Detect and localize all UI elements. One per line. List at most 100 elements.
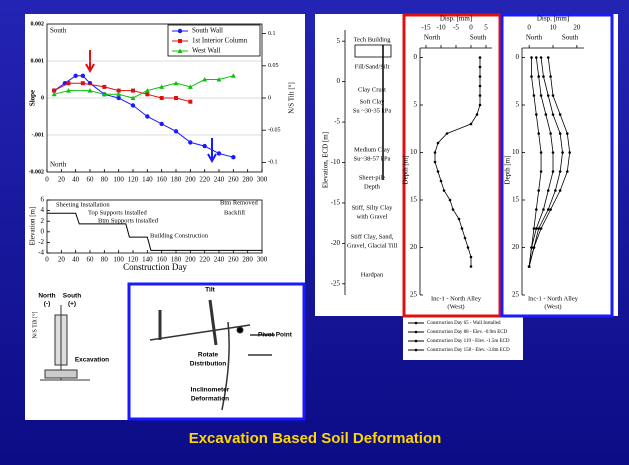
- legend-label: 1st Interior Column: [192, 37, 248, 45]
- x-tick-label: 140: [142, 176, 153, 184]
- marker: [457, 217, 461, 221]
- layer-label: Fill/Sand/Silt: [355, 63, 390, 70]
- layer-label: Tech Building: [354, 36, 392, 43]
- marker: [549, 208, 552, 211]
- y-tick-label: 4: [41, 206, 45, 214]
- y2-tick-label: -0.05: [268, 128, 281, 134]
- x-tick-label: 60: [87, 176, 95, 184]
- marker: [478, 103, 482, 107]
- y-tick-label: 15: [410, 196, 418, 204]
- marker: [551, 94, 555, 97]
- x-tick-label: 160: [156, 176, 167, 184]
- legend-label: Construction Day 158 - Elev. -3.8m ECD: [427, 348, 510, 353]
- diagram-label: Inclinometer: [191, 387, 230, 394]
- layer-label: Soft Clay: [360, 98, 385, 105]
- marker: [159, 84, 165, 89]
- x-tick-label: -10: [436, 24, 446, 32]
- marker: [549, 132, 552, 135]
- marker: [549, 75, 552, 78]
- marker: [231, 155, 236, 160]
- x-tick-label: 0: [469, 24, 473, 32]
- marker: [551, 170, 555, 173]
- y-tick-label: 15: [512, 196, 520, 204]
- caption: Inc-1 - North Alley: [528, 295, 579, 302]
- marker: [558, 132, 562, 135]
- marker: [546, 208, 550, 211]
- marker: [145, 92, 150, 97]
- marker: [566, 170, 569, 173]
- legend-label: South Wall: [192, 27, 223, 35]
- legend-label: Construction Day 88 - Elev. -0.9m ECD: [427, 330, 508, 335]
- x-tick-label: 0: [527, 24, 531, 32]
- annotation: South: [50, 27, 67, 35]
- marker: [478, 75, 482, 78]
- marker: [116, 88, 121, 93]
- diagram-label: Distribution: [190, 361, 226, 368]
- building: [354, 44, 392, 58]
- marker: [535, 56, 538, 59]
- y2-tick-label: 0.05: [268, 63, 279, 69]
- x-tick-label: 80: [101, 176, 109, 184]
- y-tick-label: 0: [516, 53, 520, 61]
- marker: [532, 246, 536, 249]
- diagram-shapes: [40, 299, 275, 411]
- diagram-panel: [25, 283, 305, 420]
- event-label: Backfill: [224, 209, 245, 216]
- marker: [558, 113, 562, 116]
- marker: [539, 151, 543, 154]
- x-tick-label: 180: [171, 176, 182, 184]
- y-axis-label: Elevation, ECD [m]: [322, 132, 330, 188]
- event-label: Btm Supports Installed: [98, 217, 159, 224]
- marker: [173, 80, 179, 86]
- marker: [463, 236, 467, 240]
- marker: [80, 73, 86, 79]
- y2-tick-label: 0: [268, 95, 271, 101]
- arrow-blue: [207, 138, 217, 164]
- x-tick-label: 20: [58, 256, 66, 264]
- y-tick-label: 25: [512, 291, 520, 299]
- marker: [566, 132, 569, 135]
- marker: [451, 208, 455, 211]
- x-tick-label: 10: [550, 24, 558, 32]
- marker: [445, 132, 449, 135]
- marker: [532, 227, 536, 230]
- marker: [230, 73, 236, 78]
- x-tick-label: 180: [171, 256, 182, 264]
- elevation-line: [47, 212, 262, 251]
- y-tick-label: 0.001: [31, 58, 45, 64]
- marker: [144, 88, 150, 93]
- annotation: North: [526, 34, 543, 42]
- x-tick-label: 240: [214, 176, 225, 184]
- plot-frame: [46, 199, 263, 254]
- diagram-label: (+): [68, 301, 76, 308]
- marker: [130, 103, 136, 108]
- marker: [73, 73, 78, 79]
- diagram-label: (-): [44, 301, 51, 308]
- y-axis-label: Depth [m]: [402, 156, 410, 185]
- marker: [478, 56, 482, 59]
- marker: [535, 208, 538, 211]
- axis-title: Disp. [mm]: [537, 15, 569, 23]
- legend-label: West Wall: [192, 47, 221, 55]
- marker: [551, 113, 555, 116]
- layer-label: Sheet-pile: [359, 174, 385, 181]
- marker: [544, 113, 548, 116]
- tilt-panel: [25, 14, 305, 286]
- y-tick-label: 2: [41, 217, 45, 225]
- marker: [478, 65, 482, 69]
- marker: [478, 94, 482, 97]
- y-tick-label: 10: [512, 148, 520, 156]
- x-tick-label: 5: [484, 24, 488, 32]
- marker: [568, 151, 571, 154]
- y2-tick-label: -0.1: [268, 160, 278, 166]
- marker: [442, 189, 446, 192]
- y-tick-label: 0: [41, 95, 44, 101]
- x-tick-label: 260: [228, 176, 239, 184]
- highlight-blue: [500, 13, 614, 318]
- marker: [448, 198, 452, 202]
- marker: [537, 75, 540, 78]
- marker: [475, 113, 479, 116]
- y-axis-label: Slope: [29, 90, 37, 106]
- y-tick-label: -0.002: [29, 169, 45, 175]
- marker: [530, 75, 533, 78]
